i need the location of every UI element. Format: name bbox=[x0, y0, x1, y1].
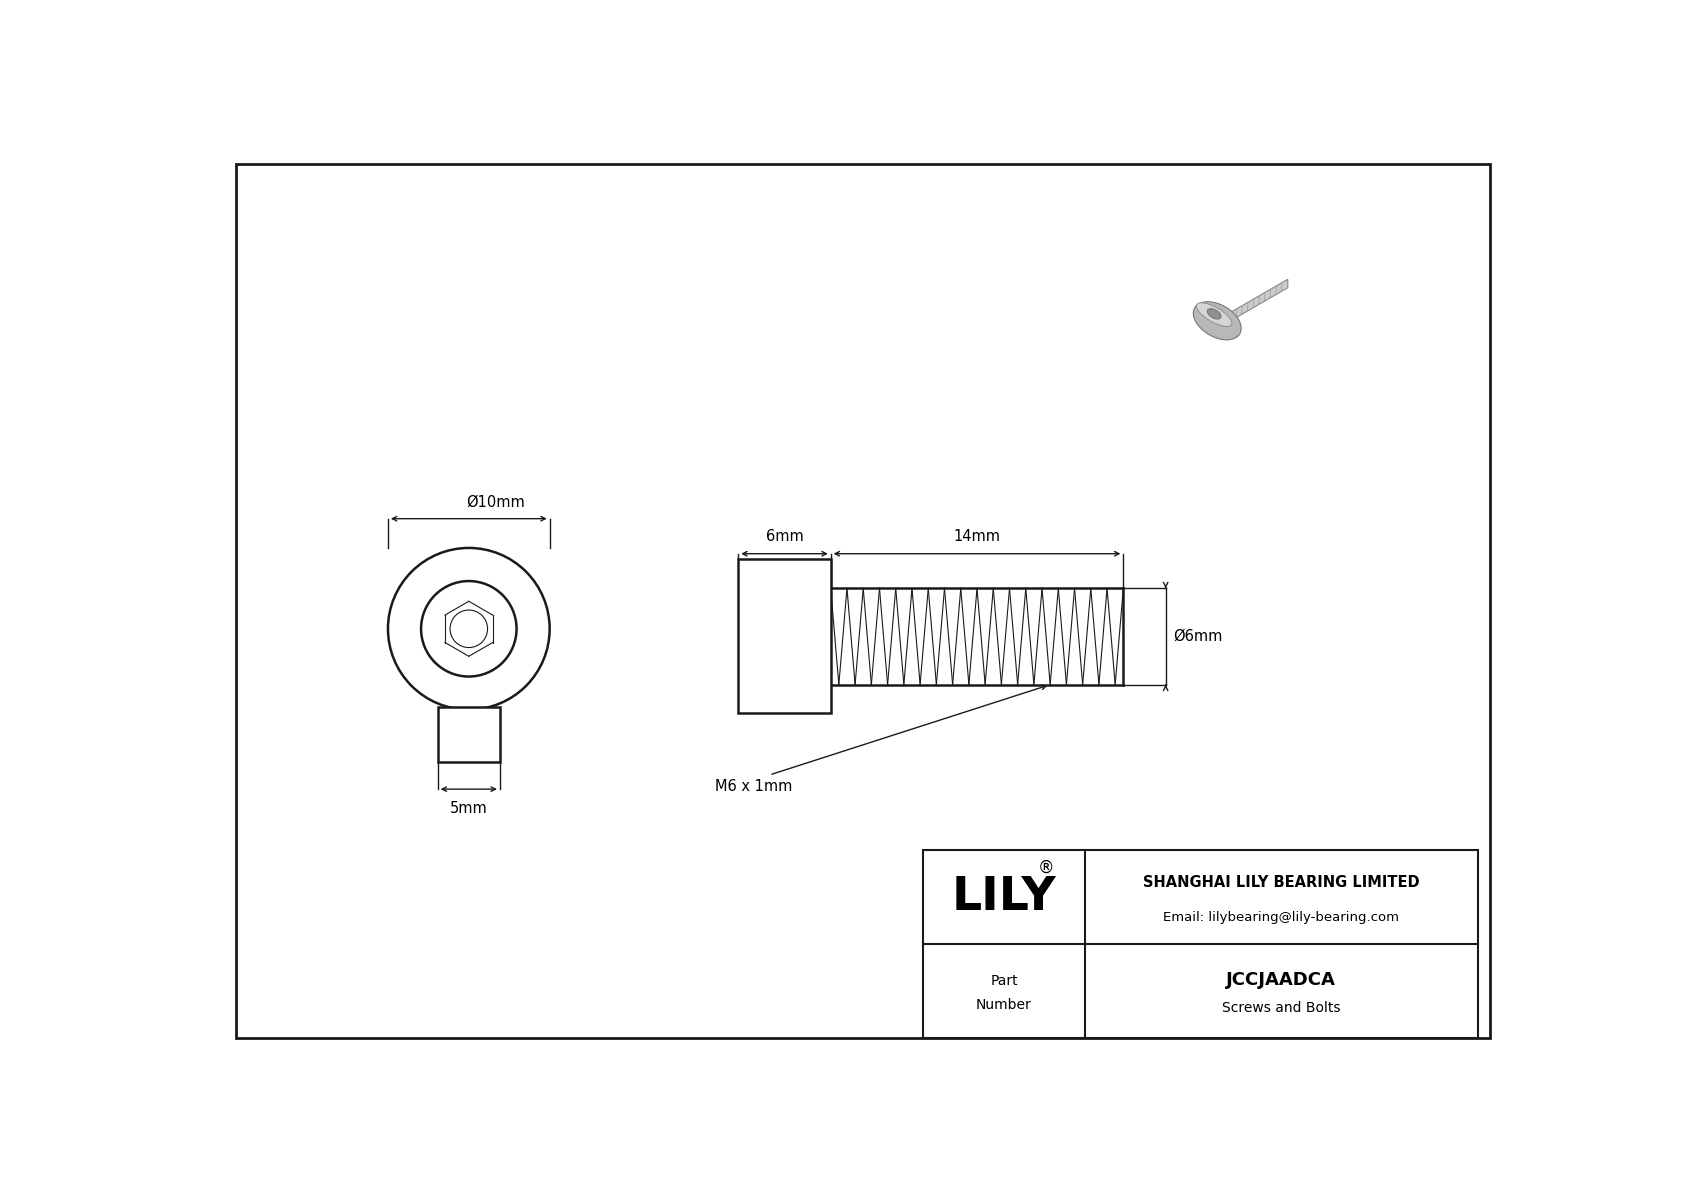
Ellipse shape bbox=[1196, 303, 1233, 326]
Text: Part: Part bbox=[990, 974, 1017, 989]
Text: 6mm: 6mm bbox=[766, 530, 803, 544]
Bar bbox=[738, 560, 830, 713]
Text: Screws and Bolts: Screws and Bolts bbox=[1223, 1002, 1340, 1016]
Text: ®: ® bbox=[1037, 859, 1054, 877]
Text: Number: Number bbox=[977, 998, 1032, 1012]
Text: JCCJAADCA: JCCJAADCA bbox=[1226, 971, 1335, 989]
Text: Ø10mm: Ø10mm bbox=[466, 494, 525, 510]
Text: SHANGHAI LILY BEARING LIMITED: SHANGHAI LILY BEARING LIMITED bbox=[1143, 875, 1420, 891]
Bar bbox=[438, 706, 500, 762]
Ellipse shape bbox=[1194, 301, 1241, 339]
Bar bbox=[923, 850, 1477, 1039]
Text: M6 x 1mm: M6 x 1mm bbox=[716, 779, 793, 794]
Polygon shape bbox=[1231, 279, 1288, 320]
Text: Ø6mm: Ø6mm bbox=[1174, 629, 1223, 644]
Text: 5mm: 5mm bbox=[450, 800, 488, 816]
Text: LILY: LILY bbox=[951, 874, 1056, 919]
Text: 14mm: 14mm bbox=[953, 530, 1000, 544]
Ellipse shape bbox=[1207, 308, 1221, 319]
Text: Email: lilybearing@lily-bearing.com: Email: lilybearing@lily-bearing.com bbox=[1164, 911, 1399, 924]
